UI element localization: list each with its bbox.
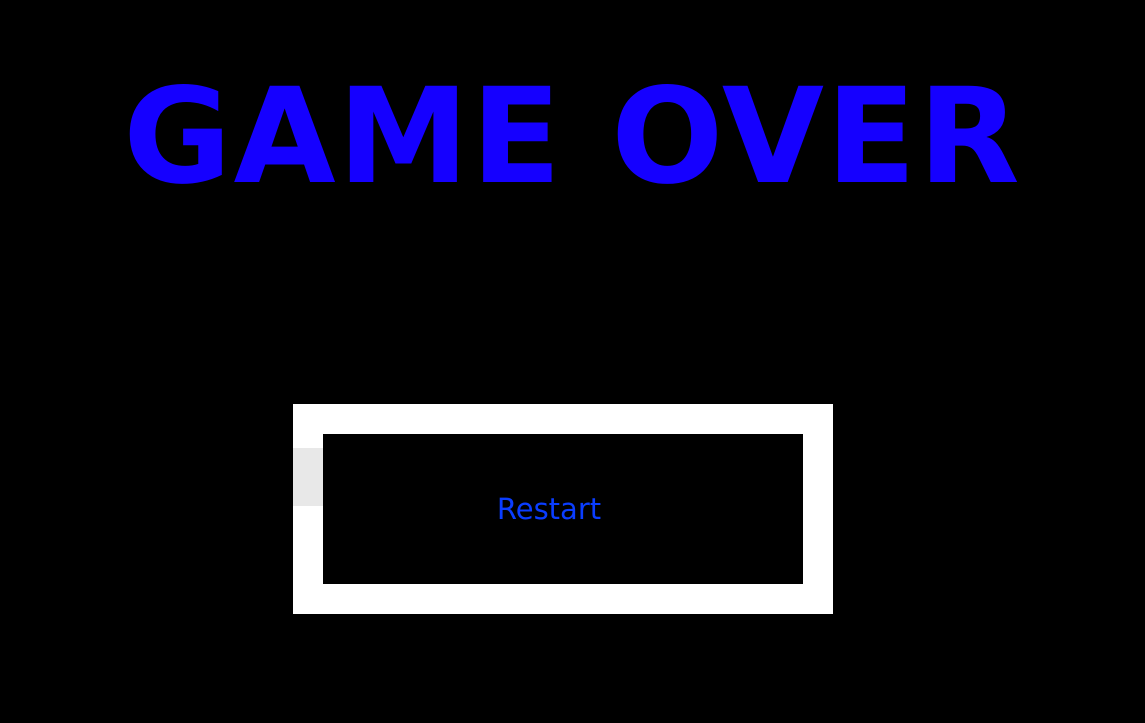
restart-button[interactable]: Restart bbox=[293, 404, 833, 614]
restart-button-label: Restart bbox=[496, 492, 602, 526]
button-edge-highlight bbox=[293, 448, 323, 506]
game-over-title: GAME OVER bbox=[123, 60, 1022, 214]
